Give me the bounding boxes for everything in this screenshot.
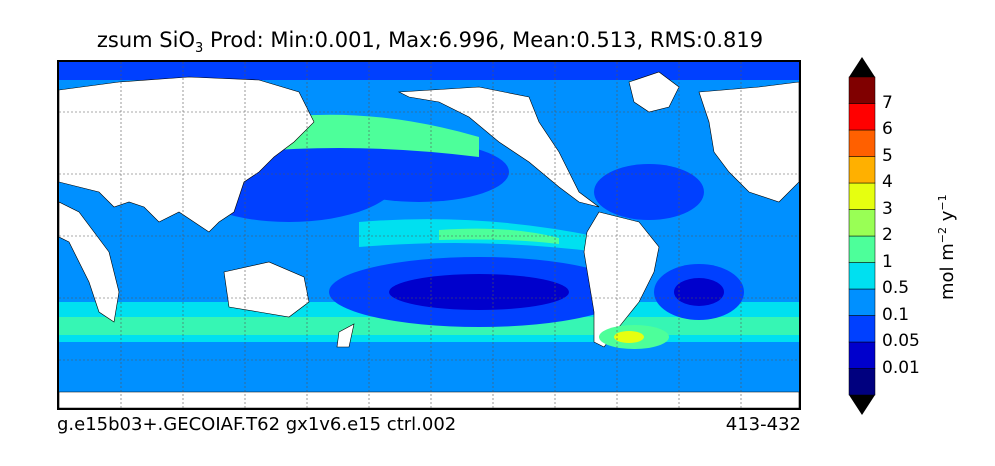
map-title: zsum SiO3 Prod: Min:0.001, Max:6.996, Me… bbox=[0, 28, 860, 56]
new-zealand-land bbox=[336, 323, 355, 348]
title-prefix: zsum SiO bbox=[96, 28, 195, 52]
colorbar-tick-label: 7 bbox=[882, 92, 893, 113]
colorbar-tick-label: 0.01 bbox=[882, 357, 920, 378]
colorbar-swatch bbox=[848, 341, 876, 369]
colorbar-tick-label: 6 bbox=[882, 119, 893, 139]
graticule bbox=[59, 62, 799, 408]
east-north-pacific bbox=[329, 142, 509, 202]
colorbar-tick-label: 2 bbox=[882, 225, 893, 245]
greenland-land bbox=[628, 71, 680, 113]
africa-land bbox=[59, 201, 120, 323]
colorbar bbox=[848, 57, 876, 415]
units-time: y bbox=[937, 210, 958, 227]
year-range: 413-432 bbox=[725, 414, 801, 435]
colorbar-swatch bbox=[848, 288, 876, 316]
world-map bbox=[57, 60, 801, 410]
colorbar-under-arrow bbox=[849, 395, 875, 415]
south-atlantic-core bbox=[674, 278, 724, 306]
title-stats: Prod: Min:0.001, Max:6.996, Mean:0.513, … bbox=[203, 28, 764, 52]
patagonia-core bbox=[614, 331, 644, 343]
arctic-ocean bbox=[59, 62, 799, 80]
colorbar-tick-label: 0.5 bbox=[882, 278, 910, 298]
antarctica-land bbox=[59, 391, 799, 408]
colorbar-swatch bbox=[848, 156, 876, 184]
colorbar-swatch bbox=[848, 103, 876, 131]
south-pacific-core bbox=[389, 274, 569, 310]
colorbar-tick-label: 5 bbox=[882, 145, 893, 166]
title-subscript: 3 bbox=[194, 41, 204, 57]
run-name: g.e15b03+.GECOIAF.T62 gx1v6.e15 ctrl.002 bbox=[57, 414, 457, 435]
colorbar-swatch bbox=[848, 235, 876, 263]
colorbar-swatch bbox=[848, 262, 876, 290]
eurasia-land bbox=[59, 76, 315, 233]
colorbar-swatch bbox=[848, 368, 876, 396]
colorbar-swatch bbox=[848, 182, 876, 210]
units-exp-time: −1 bbox=[936, 194, 949, 211]
north-america-land bbox=[397, 86, 600, 208]
colorbar-tick-label: 3 bbox=[882, 198, 893, 219]
colorbar-tick-label: 0.1 bbox=[882, 304, 910, 325]
colorbar-swatch bbox=[848, 315, 876, 343]
colorbar-swatch bbox=[848, 209, 876, 237]
units-base: mol m bbox=[937, 243, 958, 300]
colorbar-tick-label: 4 bbox=[882, 172, 893, 192]
north-atlantic-gyre bbox=[594, 164, 704, 220]
colorbar-units: mol m−2 y−1 bbox=[936, 194, 958, 300]
colorbar-tick-label: 0.05 bbox=[882, 331, 920, 351]
equatorial-core bbox=[439, 228, 559, 244]
colorbar-over-arrow bbox=[849, 57, 875, 77]
units-exp-area: −2 bbox=[936, 226, 949, 244]
colorbar-swatch bbox=[848, 76, 876, 104]
colorbar-swatch bbox=[848, 129, 876, 157]
south-america-land bbox=[583, 211, 660, 348]
colorbar-tick-label: 1 bbox=[882, 251, 893, 272]
